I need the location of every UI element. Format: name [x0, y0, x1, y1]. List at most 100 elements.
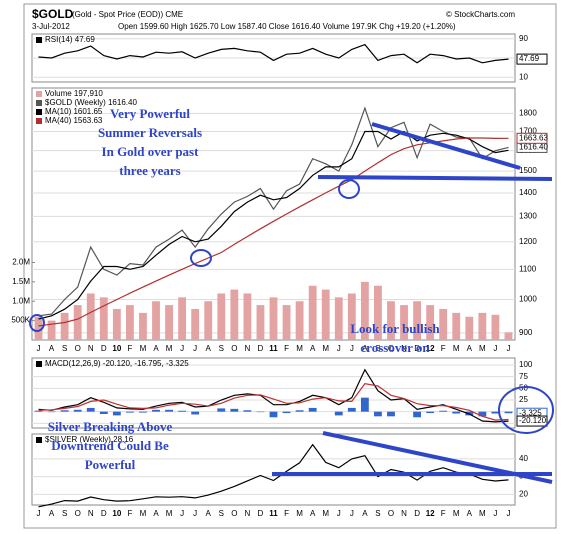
legend-label: MA(40) 1563.63: [45, 116, 103, 125]
x-tick-label: O: [75, 509, 81, 518]
x-tick-label: O: [388, 344, 394, 353]
legend-label: $GOLD (Weekly) 1616.40: [45, 98, 137, 107]
end-tag-label: 1663.63: [519, 133, 548, 142]
bar: [413, 411, 422, 418]
bar: [452, 312, 461, 340]
y-tick-label: 1200: [519, 237, 537, 246]
legend-swatch: [36, 100, 42, 106]
annotation: Downtrend Could Be: [51, 438, 169, 453]
bar: [152, 409, 160, 412]
bar: [413, 301, 422, 340]
series-line: [38, 130, 509, 320]
x-tick-label: F: [441, 344, 446, 353]
x-tick-label: M: [453, 344, 460, 353]
bar: [374, 411, 382, 417]
bar: [139, 411, 147, 413]
y-tick-label: 75: [519, 372, 528, 381]
x-tick-label: F: [284, 509, 289, 518]
x-tick-label: J: [337, 344, 341, 353]
highlight-circle: [338, 179, 360, 199]
x-tick-label: M: [140, 509, 147, 518]
x-tick-label: J: [193, 344, 197, 353]
series-line: [38, 368, 509, 423]
bar: [47, 320, 56, 340]
x-tick-label: J: [506, 344, 510, 353]
bar: [230, 408, 239, 412]
x-tick-label: A: [153, 344, 159, 353]
bar: [478, 312, 487, 340]
bar: [125, 411, 134, 413]
x-tick-label: M: [296, 509, 303, 518]
x-tick-label: A: [467, 509, 473, 518]
highlight-circle: [498, 386, 554, 434]
bar: [112, 308, 121, 340]
bar: [112, 411, 121, 416]
x-tick-label: S: [219, 344, 224, 353]
bar: [125, 305, 134, 340]
x-tick-label: 11: [269, 509, 278, 518]
bar: [165, 305, 173, 340]
x-tick-label: S: [375, 344, 380, 353]
bar: [243, 410, 252, 412]
bar: [308, 407, 317, 412]
bar: [34, 410, 43, 412]
legend-swatch: [36, 91, 42, 97]
y2-tick-label: 1.5M: [12, 277, 30, 286]
x-tick-label: D: [414, 509, 420, 518]
y2-tick-label: 500K: [11, 316, 30, 325]
bar: [191, 411, 200, 415]
x-tick-label: N: [401, 344, 407, 353]
bar: [465, 316, 474, 340]
bar: [230, 289, 239, 340]
x-tick-label: J: [193, 509, 197, 518]
x-tick-label: 10: [112, 344, 121, 353]
legend-label: MACD(12,26,9) -20.120, -16.795, -3.325: [45, 359, 189, 368]
end-tag-label: 47.69: [519, 54, 540, 63]
x-tick-label: N: [88, 509, 94, 518]
annotation: three years: [119, 163, 180, 178]
bar: [282, 305, 291, 340]
bar: [60, 312, 69, 340]
end-tag-label: 1616.40: [519, 143, 548, 152]
x-tick-label: D: [258, 344, 264, 353]
x-tick-label: D: [101, 509, 107, 518]
x-tick-label: J: [350, 344, 354, 353]
legend-label: Volume 197,910: [45, 89, 103, 98]
y-tick-label: 25: [519, 395, 528, 404]
source: © StockCharts.com: [446, 10, 515, 19]
x-tick-label: O: [231, 344, 237, 353]
x-tick-label: N: [245, 509, 251, 518]
bar: [269, 411, 278, 418]
x-tick-label: F: [284, 344, 289, 353]
bar: [491, 314, 500, 340]
legend-swatch: [36, 37, 42, 43]
bar: [269, 297, 278, 340]
x-tick-label: M: [322, 509, 329, 518]
x-tick-label: M: [166, 509, 173, 518]
annotation: Look for bullish: [350, 321, 440, 336]
legend-swatch: [36, 118, 42, 124]
x-tick-label: 11: [269, 344, 278, 353]
bar: [347, 293, 356, 340]
bar: [360, 281, 369, 340]
bar: [308, 285, 317, 340]
x-tick-label: J: [337, 509, 341, 518]
y2-tick-label: 2.0M: [12, 258, 30, 267]
x-tick-label: J: [180, 344, 184, 353]
legend-swatch: [36, 437, 42, 443]
bar: [439, 410, 448, 412]
bar: [491, 411, 500, 414]
annotation: Silver Breaking Above: [48, 419, 173, 434]
y-tick-label: 100: [519, 360, 533, 369]
y-tick-label: 40: [519, 454, 528, 463]
x-tick-label: S: [375, 509, 380, 518]
x-tick-label: A: [153, 509, 159, 518]
x-tick-label: S: [219, 509, 224, 518]
x-tick-label: D: [258, 509, 264, 518]
bar: [452, 411, 461, 414]
end-tag: [516, 132, 548, 144]
x-tick-label: M: [322, 344, 329, 353]
y-tick-label: 1100: [519, 264, 537, 273]
x-tick-label: N: [401, 509, 407, 518]
y-tick-label: 90: [519, 34, 528, 43]
